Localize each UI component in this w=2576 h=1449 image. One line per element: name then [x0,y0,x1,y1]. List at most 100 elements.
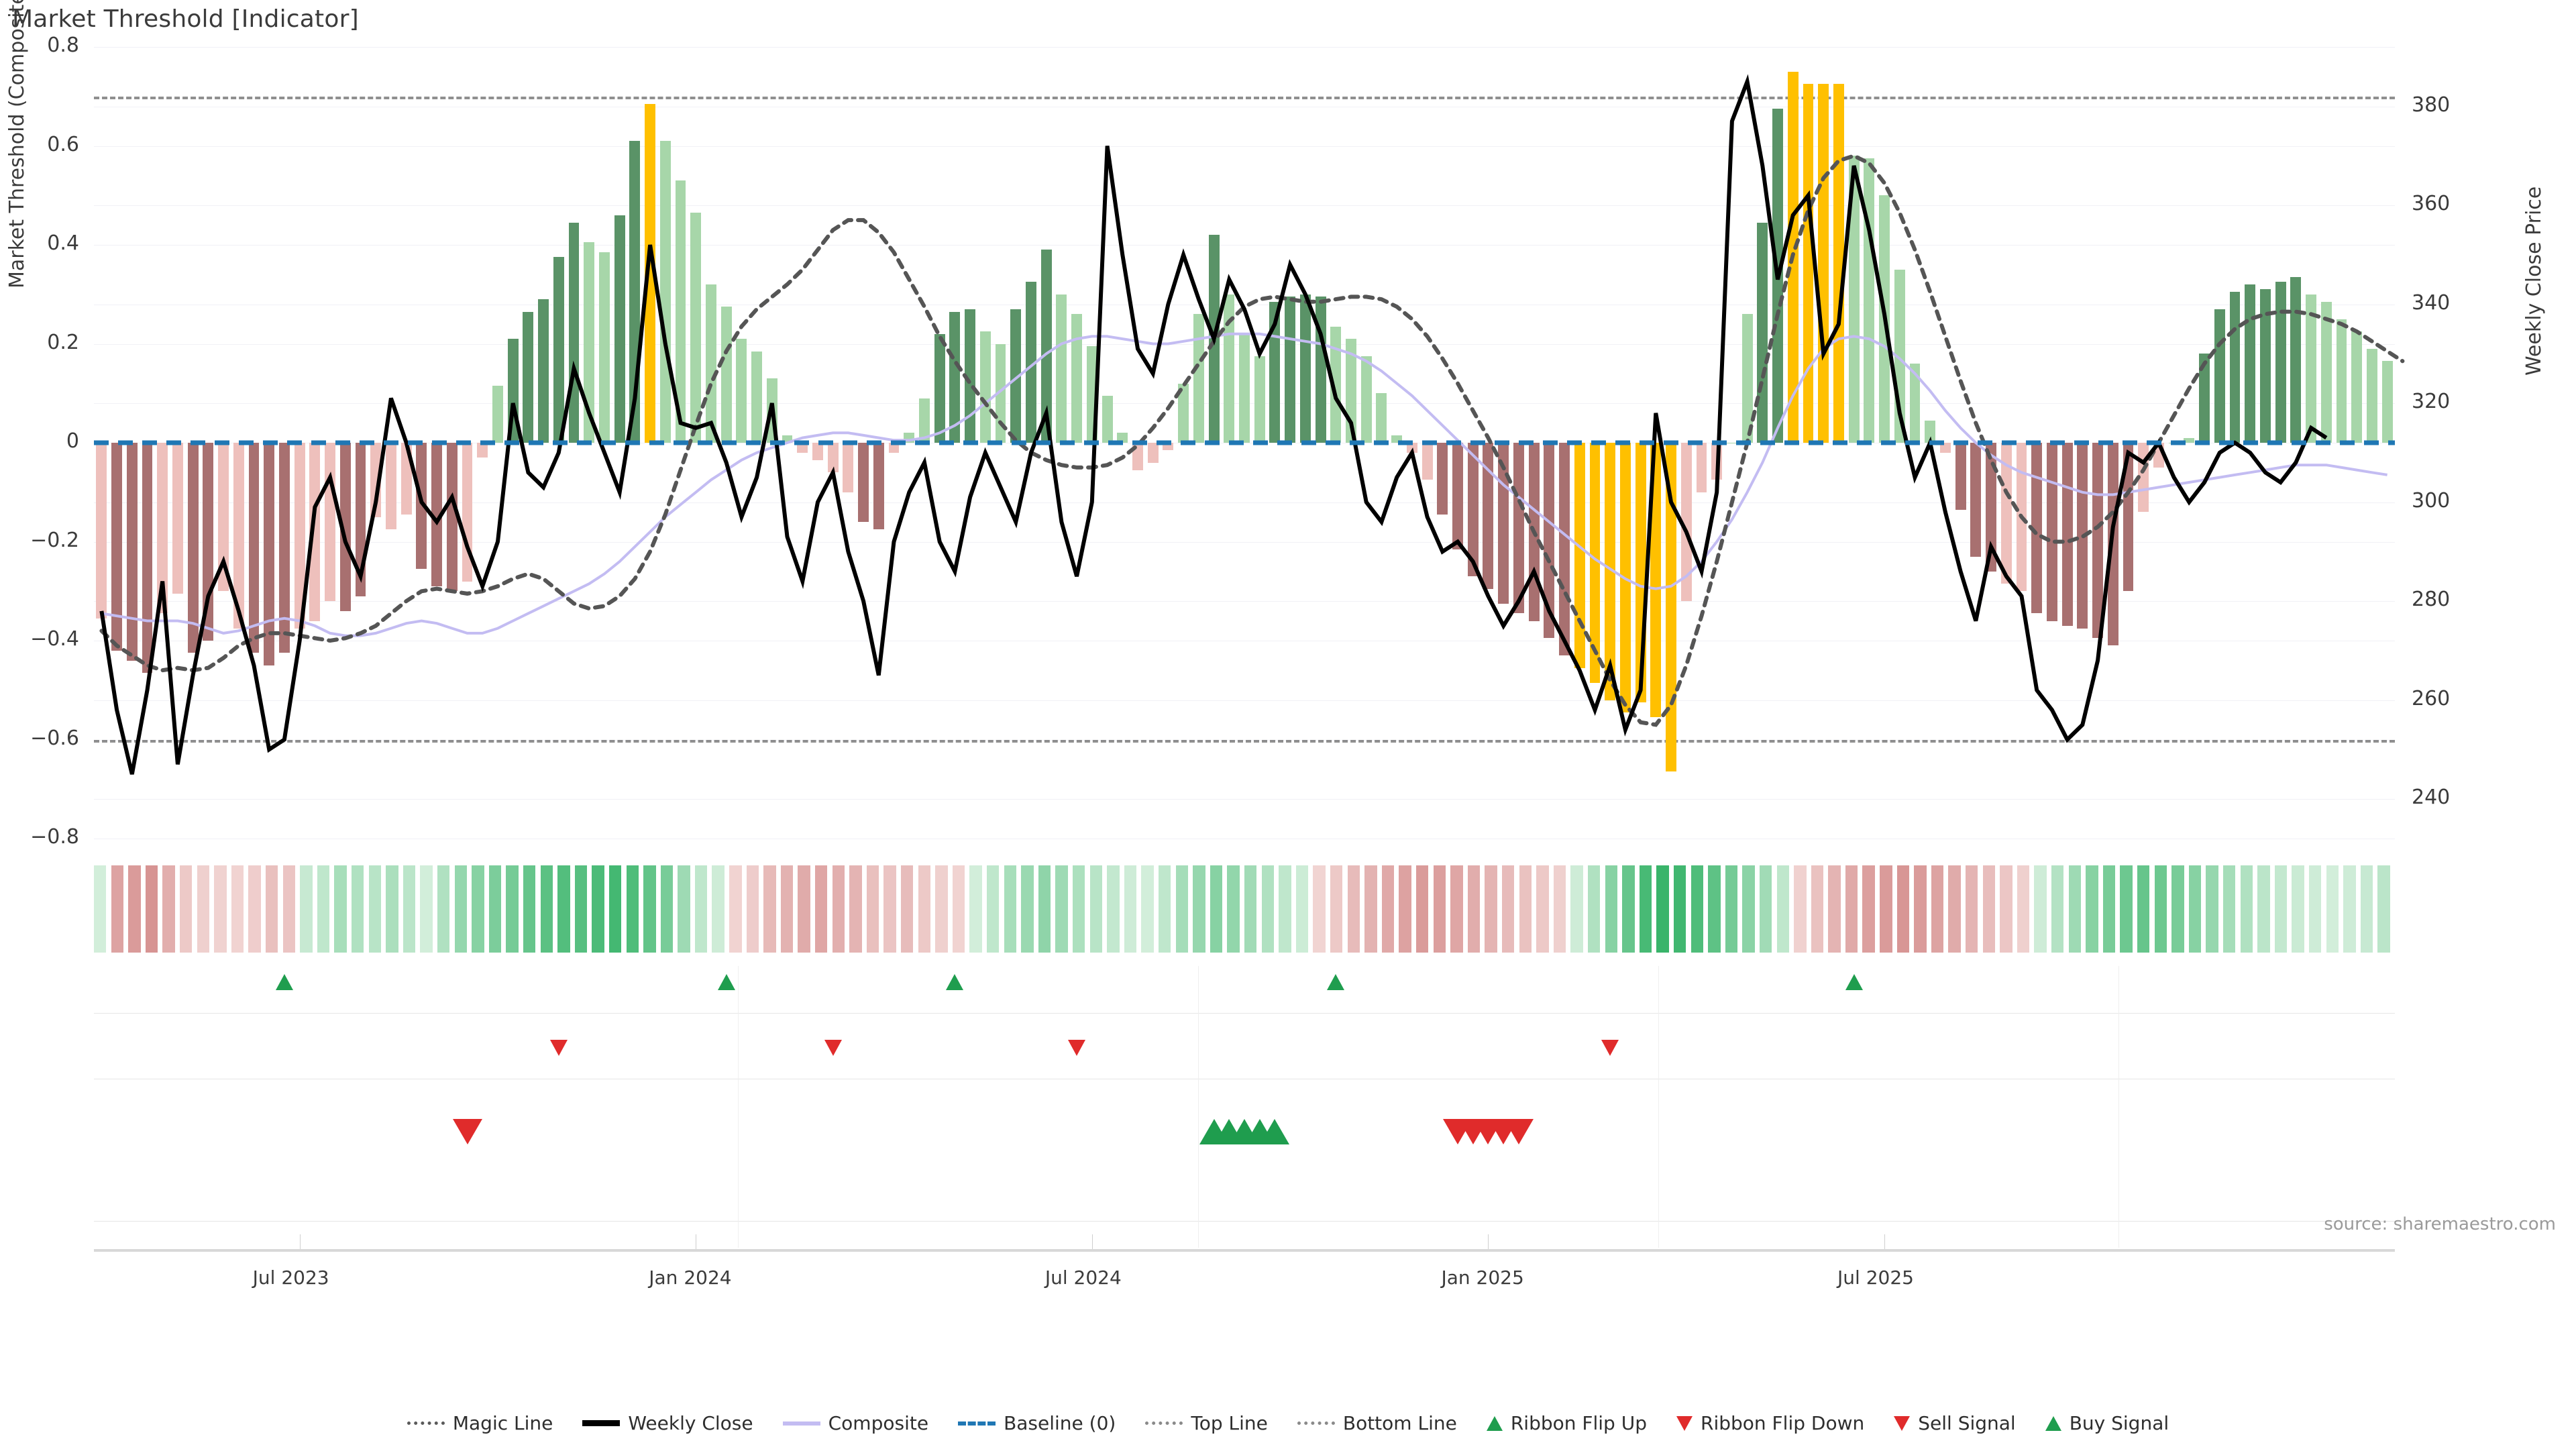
ribbon-band [952,865,965,953]
threshold-bar [431,443,443,586]
triangle-up-icon [2045,1415,2061,1431]
legend-item[interactable]: Bottom Line [1297,1412,1457,1434]
ribbon-flip-up-marker [1327,974,1345,990]
ribbon-band [815,865,828,953]
threshold-bar [462,443,473,582]
threshold-bar [2000,443,2012,584]
threshold-bar [1254,356,1265,443]
ribbon-band [128,865,141,953]
threshold-bar [2351,331,2363,443]
legend-item[interactable]: Ribbon Flip Down [1676,1412,1864,1434]
ribbon-band [2102,865,2116,953]
threshold-bar [1178,383,1189,443]
ribbon-band [1656,865,1669,953]
ribbon-flip-up-marker [946,974,964,990]
y-tick-right: 320 [2412,390,2451,413]
legend-item[interactable]: Top Line [1145,1412,1268,1434]
ribbon-band [1845,865,1858,953]
sell-signal-marker [452,1119,482,1144]
threshold-bar [142,443,153,673]
ribbon-band [592,865,604,953]
signal-vgrid [2118,966,2120,1248]
threshold-bar [385,443,396,530]
source-attribution: source: sharemaestro.com [2324,1214,2556,1234]
ribbon-band [300,865,313,953]
ribbon-band [608,865,622,953]
legend-label: Buy Signal [2069,1412,2169,1434]
threshold-bar [1589,443,1601,683]
x-tick-label: Jul 2023 [252,1267,329,1289]
threshold-bar [2336,319,2347,443]
threshold-bar [949,311,961,443]
threshold-bar [1925,420,1936,443]
ribbon-band [2223,865,2236,953]
bottom-line [94,739,2395,743]
threshold-bar [2199,354,2210,443]
threshold-bar [706,284,716,443]
line-swatch-icon [1145,1421,1183,1425]
ribbon-band [557,865,570,953]
line-overlays [94,74,2405,775]
x-tick-mark [299,1234,301,1249]
gridline [94,502,2395,503]
ribbon-band [1759,865,1772,953]
ribbon-band [231,865,244,953]
ribbon-flip-up-marker [1845,974,1863,990]
ribbon-band [197,865,209,953]
ribbon-band [2000,865,2012,953]
legend-label: Bottom Line [1342,1412,1457,1434]
threshold-bar [1117,433,1128,443]
ribbon-band [712,865,724,953]
ribbon-band [1330,865,1343,953]
threshold-bar [1513,443,1524,614]
legend-item[interactable]: Sell Signal [1894,1412,2016,1434]
threshold-bar [1285,297,1296,443]
ribbon-band [1587,865,1601,953]
legend-item[interactable]: Weekly Close [582,1412,753,1434]
ribbon-band [317,865,330,953]
threshold-bar [1483,443,1494,589]
threshold-bar [2275,282,2286,443]
ribbon-flip-down-marker [549,1040,568,1056]
legend-item[interactable]: Ribbon Flip Up [1486,1412,1647,1434]
ribbon-band [2360,865,2373,953]
threshold-bar [2381,361,2393,443]
threshold-bar [827,443,839,473]
threshold-bar [1026,282,1036,443]
threshold-bar [553,257,564,443]
line-swatch-icon [407,1421,445,1425]
threshold-bar [218,443,229,592]
ribbon-band [1485,865,1497,953]
ribbon-band [1880,865,1892,953]
ribbon-band [2326,865,2339,953]
ribbon-band [1021,865,1034,953]
x-tick-label: Jan 2025 [1441,1267,1524,1289]
threshold-bar [1848,156,1860,443]
threshold-bar [2184,437,2195,443]
threshold-bar [934,333,945,443]
threshold-bar [599,252,610,443]
legend-item[interactable]: Composite [782,1412,928,1434]
x-tick-mark [1488,1234,1489,1249]
ribbon-band [1227,865,1240,953]
y-tick-left: −0.2 [30,528,79,552]
threshold-bar [1955,443,1966,510]
ribbon-band [1141,865,1154,953]
legend-item[interactable]: Buy Signal [2045,1412,2169,1434]
threshold-bar [614,215,625,443]
legend-item[interactable]: Magic Line [407,1412,553,1434]
legend-item[interactable]: Baseline (0) [958,1412,1116,1434]
threshold-bar [1239,333,1250,443]
ribbon-band [935,865,948,953]
ribbon-band [1381,865,1395,953]
threshold-bar [477,443,488,458]
ribbon-band [1639,865,1652,953]
ribbon-band [1896,865,1910,953]
threshold-bar [858,443,869,522]
gridline [94,245,2395,246]
y-tick-left: 0.8 [47,34,79,57]
threshold-bar [370,443,382,517]
threshold-bar [965,309,976,443]
ribbon-band [1055,865,1068,953]
ribbon-band [1794,865,1807,953]
